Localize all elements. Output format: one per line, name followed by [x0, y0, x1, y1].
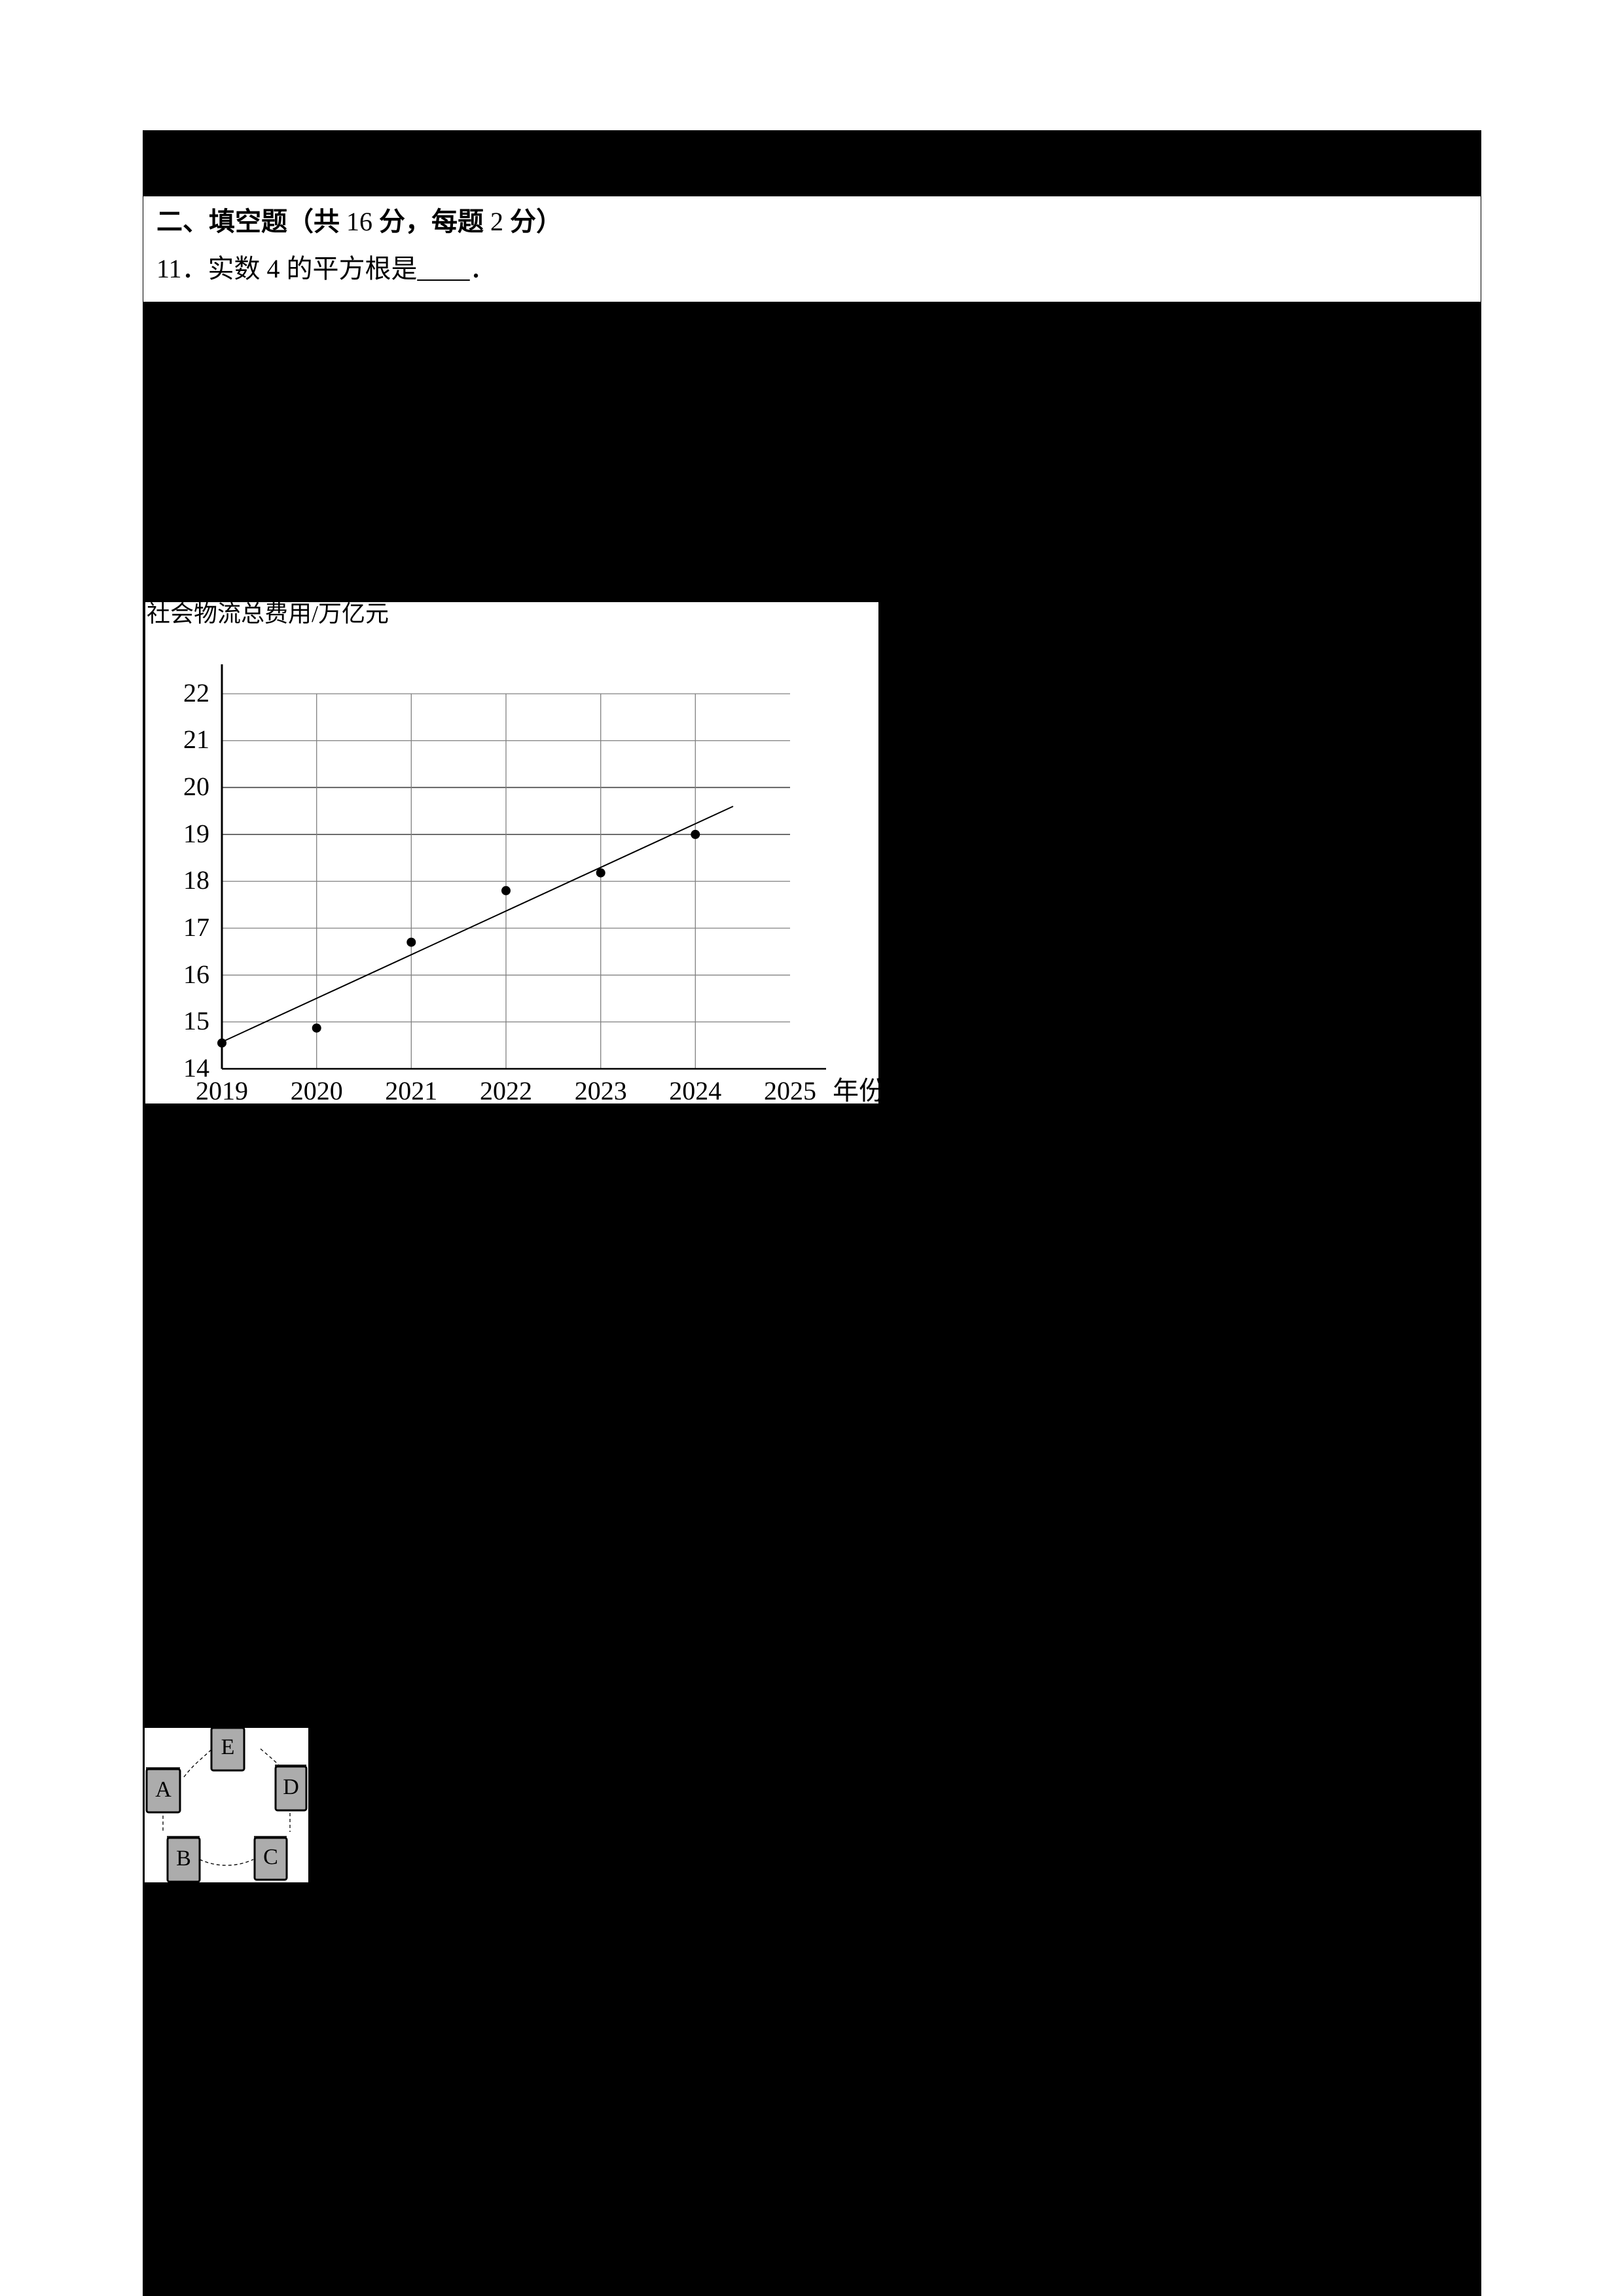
- svg-text:21: 21: [183, 725, 209, 754]
- svg-text:2025: 2025: [764, 1076, 816, 1103]
- svg-text:C: C: [263, 1845, 278, 1869]
- svg-text:20: 20: [183, 772, 209, 801]
- svg-text:A: A: [155, 1778, 171, 1802]
- svg-text:16: 16: [183, 960, 209, 989]
- svg-text:15: 15: [183, 1006, 209, 1035]
- svg-text:B: B: [176, 1846, 191, 1871]
- svg-text:年份: 年份: [833, 1076, 878, 1103]
- svg-text:19: 19: [183, 819, 209, 848]
- svg-text:2021: 2021: [385, 1076, 437, 1103]
- svg-text:2020: 2020: [291, 1076, 343, 1103]
- svg-text:18: 18: [183, 865, 209, 895]
- svg-text:2022: 2022: [480, 1076, 532, 1103]
- svg-text:D: D: [283, 1775, 299, 1799]
- svg-text:2024: 2024: [669, 1076, 721, 1103]
- svg-text:社会物流总费用/万亿元: 社会物流总费用/万亿元: [147, 602, 389, 627]
- svg-text:17: 17: [183, 912, 209, 942]
- svg-text:2023: 2023: [575, 1076, 627, 1103]
- svg-text:E: E: [221, 1735, 235, 1759]
- svg-text:22: 22: [183, 678, 209, 708]
- svg-text:2019: 2019: [196, 1076, 248, 1103]
